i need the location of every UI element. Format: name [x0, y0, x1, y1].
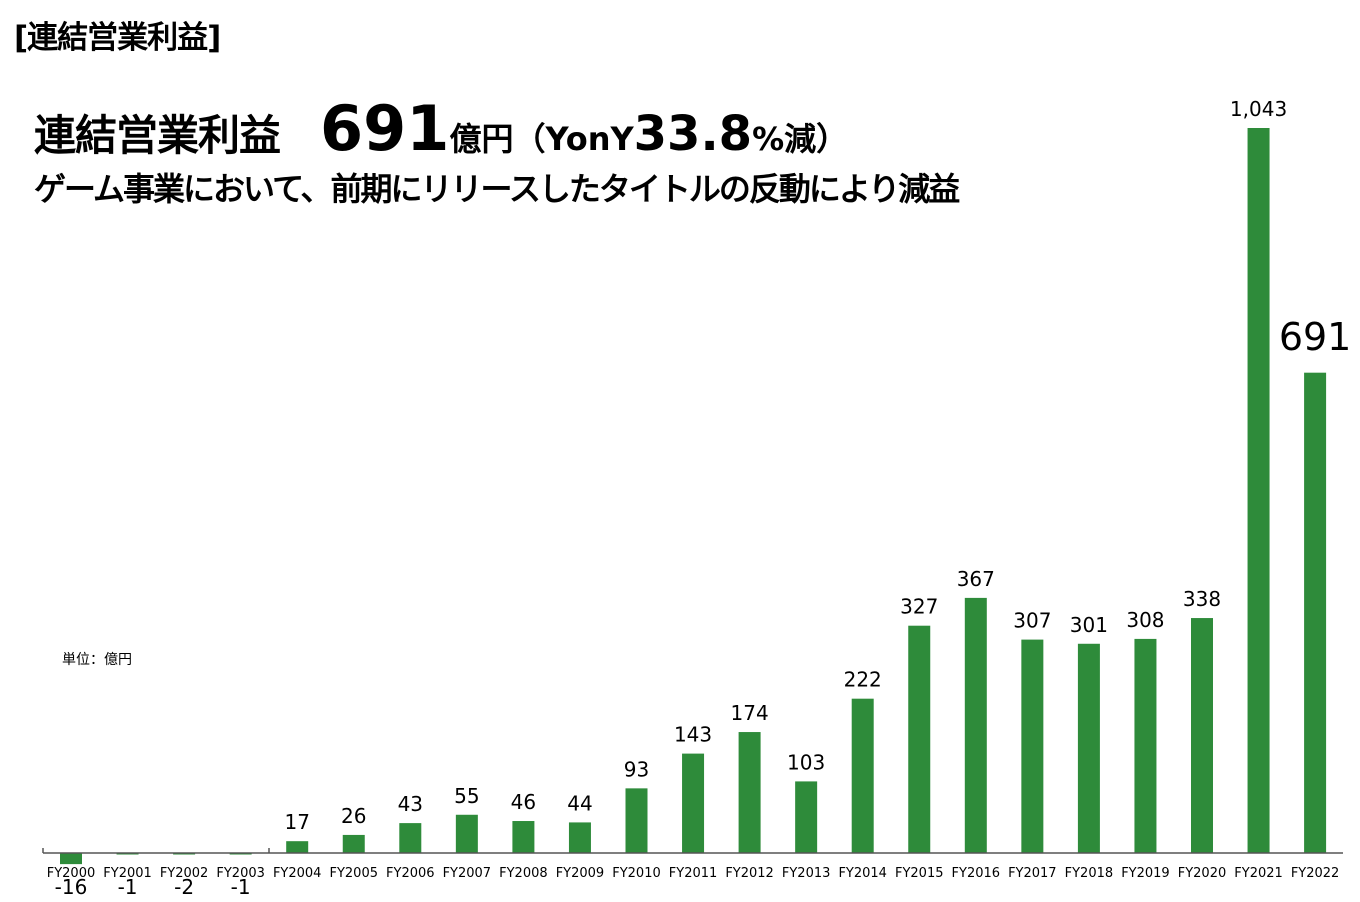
data-label: 338	[1183, 587, 1221, 611]
data-label: -1	[118, 875, 138, 899]
x-tick-label: FY2005	[329, 866, 378, 881]
data-label: 367	[957, 567, 995, 591]
data-label: -2	[174, 875, 194, 899]
headline-label: 連結営業利益	[34, 111, 281, 160]
data-label: 26	[341, 804, 366, 828]
headline-value: 691	[320, 92, 450, 165]
bar-FY2000	[60, 853, 82, 865]
data-label: 307	[1013, 609, 1051, 633]
x-tick-label: FY2009	[556, 866, 605, 881]
x-tick-label: FY2022	[1291, 866, 1340, 881]
bar-FY2020	[1191, 618, 1213, 853]
data-label: 691	[1279, 315, 1352, 359]
yoy-value: 33.8	[633, 106, 753, 162]
bar-FY2019	[1134, 638, 1157, 853]
x-tick-label: FY2015	[895, 866, 944, 881]
bar-FY2015	[908, 625, 931, 853]
bar-FY2010	[625, 788, 648, 853]
x-tick-label: FY2017	[1008, 866, 1057, 881]
paren-open: （	[513, 120, 546, 158]
bar-FY2017	[1021, 639, 1044, 853]
bar-FY2008	[512, 821, 535, 853]
bar-FY2016	[964, 597, 987, 853]
yoy-suffix: %減	[752, 120, 817, 158]
bar-FY2009	[568, 822, 591, 853]
x-tick-label: FY2002	[160, 866, 209, 881]
unit-note: 単位：億円	[62, 652, 132, 668]
x-tick-label: FY2019	[1121, 866, 1170, 881]
bar-FY2014	[851, 698, 874, 853]
bar-FY2018	[1077, 643, 1100, 853]
data-label: 103	[787, 750, 825, 774]
data-label: 93	[624, 757, 649, 781]
bar-FY2006	[399, 823, 422, 853]
x-tick-label: FY2013	[782, 866, 831, 881]
headline-unit: 億円	[449, 120, 514, 158]
x-tick-label: FY2020	[1178, 866, 1227, 881]
data-label: 43	[398, 792, 423, 816]
data-label: 46	[511, 790, 536, 814]
headline: 連結営業利益 691億円（YonY33.8%減）	[34, 92, 848, 165]
paren-close: ）	[816, 120, 849, 158]
data-label: 17	[284, 810, 309, 834]
x-tick-label: FY2006	[386, 866, 435, 881]
data-label: 44	[567, 791, 592, 815]
bar-FY2004	[286, 841, 309, 853]
bar-FY2005	[342, 834, 365, 853]
x-tick-label: FY2011	[669, 866, 718, 881]
x-tick-label: FY2018	[1065, 866, 1114, 881]
bar-FY2021	[1247, 128, 1270, 853]
x-tick-label: FY2021	[1234, 866, 1283, 881]
bar-FY2022	[1304, 372, 1327, 853]
subheadline: ゲーム事業において、前期にリリースしたタイトルの反動により減益	[34, 170, 960, 208]
data-label: 55	[454, 784, 479, 808]
yoy-prefix: YonY	[545, 120, 634, 158]
x-tick-label: FY2007	[443, 866, 492, 881]
data-label: -1	[231, 875, 251, 899]
x-tick-label: FY2004	[273, 866, 322, 881]
x-tick-label: FY2012	[725, 866, 774, 881]
data-label: 174	[731, 701, 769, 725]
section-title: [連結営業利益]	[14, 20, 221, 56]
bar-FY2012	[738, 732, 761, 853]
data-label: 327	[900, 595, 938, 619]
x-tick-label: FY2001	[103, 866, 152, 881]
x-tick-label: FY2014	[838, 866, 887, 881]
data-label: 143	[674, 723, 712, 747]
bar-FY2007	[455, 814, 478, 853]
x-tick-label: FY2016	[952, 866, 1001, 881]
x-tick-label: FY2003	[216, 866, 265, 881]
data-label: 301	[1070, 613, 1108, 637]
x-tick-label: FY2008	[499, 866, 548, 881]
bar-FY2011	[682, 753, 705, 853]
data-label: 222	[844, 668, 882, 692]
x-tick-label: FY2010	[612, 866, 661, 881]
x-tick-label: FY2000	[47, 866, 96, 881]
bar-FY2013	[795, 781, 818, 853]
data-label: 308	[1126, 608, 1164, 632]
data-label: -16	[55, 875, 88, 899]
data-label: 1,043	[1230, 97, 1287, 121]
